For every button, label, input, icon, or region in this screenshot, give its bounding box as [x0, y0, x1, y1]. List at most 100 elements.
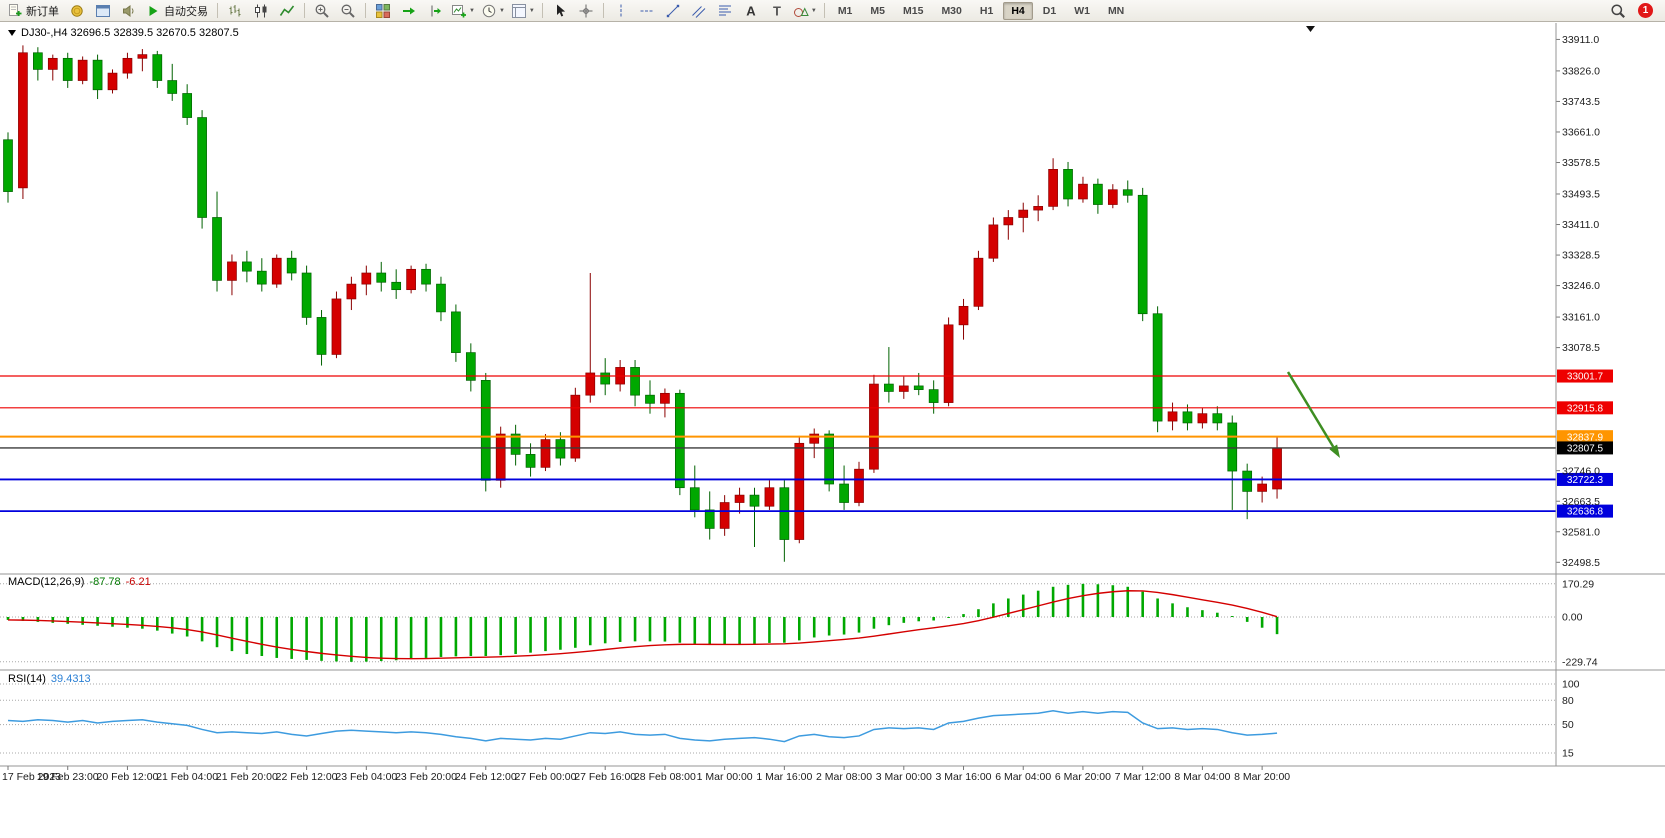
candle-bear	[839, 483, 849, 503]
time-tick-label: 6 Mar 04:00	[995, 771, 1051, 783]
auto-scroll-button[interactable]	[396, 0, 422, 22]
caret-down-icon: ▼	[498, 7, 505, 14]
candle-bull	[361, 272, 372, 285]
candle-bear	[704, 509, 715, 529]
zoom-in-button[interactable]	[309, 0, 335, 22]
candle-bear	[391, 281, 402, 291]
period-button[interactable]: ▼	[478, 0, 508, 22]
candle-bull	[1048, 169, 1058, 207]
candle-bull	[1003, 217, 1014, 226]
trendline-button[interactable]	[660, 0, 686, 22]
symbol-dropdown-icon[interactable]	[8, 30, 16, 36]
price-tick-label: 33246.0	[1562, 280, 1600, 292]
candle-bear	[316, 317, 327, 355]
price-badge-32722.3	[1557, 472, 1613, 486]
price-tick-label: 33826.0	[1562, 66, 1600, 78]
price-tick-label: 33661.0	[1562, 127, 1600, 139]
channel-icon	[692, 5, 706, 18]
price-tick-label: 32581.0	[1562, 526, 1600, 538]
candle-bear	[749, 494, 760, 507]
fibonacci-button[interactable]	[712, 0, 738, 22]
timeframe-m5[interactable]: M5	[870, 4, 885, 17]
price-tick-label: 33328.5	[1562, 250, 1600, 262]
autotrading-button[interactable]: 自动交易	[142, 0, 213, 22]
data-window-button[interactable]	[90, 0, 116, 22]
bar-chart-button[interactable]	[222, 0, 248, 22]
template-icon	[511, 3, 526, 18]
price-badge-text: 33001.7	[1567, 372, 1604, 383]
candle-bull	[406, 268, 416, 291]
candle-bear	[167, 80, 178, 94]
text-label-button[interactable]: T	[764, 0, 790, 22]
new-order-button[interactable]: 新订单	[4, 0, 64, 22]
candlestick-chart-button[interactable]	[248, 0, 274, 22]
timeframe-m30[interactable]: M30	[941, 4, 962, 17]
macd-signal-line	[7, 590, 1278, 660]
time-tick-label: 22 Feb 12:00	[276, 771, 338, 783]
chart-shift-button[interactable]	[422, 0, 448, 22]
toolbar-separator	[217, 3, 218, 18]
timeframe-w1[interactable]: W1	[1074, 4, 1090, 17]
text-button[interactable]: A	[738, 0, 764, 22]
clock-icon	[482, 4, 496, 17]
candle-bear	[510, 433, 521, 455]
timeframe-h4[interactable]: H4	[1003, 1, 1033, 20]
time-tick-label: 23 Feb 04:00	[335, 771, 397, 783]
timeframe-m1[interactable]: M1	[837, 4, 853, 17]
caret-down-icon: ▼	[469, 7, 475, 14]
candle-bear	[92, 59, 103, 91]
timeframe-d1[interactable]: D1	[1042, 4, 1057, 17]
templates-button[interactable]: ▼	[508, 0, 538, 22]
toolbar-separator	[365, 3, 366, 18]
shapes-button[interactable]: ▼	[790, 0, 820, 22]
time-tick-label: 8 Mar 04:00	[1174, 771, 1230, 783]
chart-scroll-marker[interactable]	[1306, 26, 1315, 32]
new-chart-button[interactable]: ▼	[448, 0, 478, 22]
candle-bull	[1107, 189, 1118, 205]
candle-bear	[1063, 169, 1073, 200]
equidistant-channel-button[interactable]	[686, 0, 712, 22]
candle-bear	[779, 487, 790, 540]
sound-alert-button[interactable]	[116, 0, 142, 22]
candle-bull	[227, 261, 237, 281]
cursor-button[interactable]	[547, 0, 573, 22]
price-tick-label: 33911.0	[1562, 34, 1599, 46]
zoom-out-button[interactable]	[335, 0, 361, 22]
speaker-icon	[123, 4, 134, 17]
timeframe-mn[interactable]: MN	[1107, 4, 1125, 17]
market-watch-button[interactable]	[64, 0, 90, 22]
price-tick-label: 33161.0	[1562, 312, 1600, 324]
chart-header: DJ30-,H4 32696.5 32839.5 32670.5 32807.5	[8, 27, 239, 39]
timeframe-m15[interactable]: M15	[903, 4, 924, 17]
sheet-plus-icon	[9, 3, 22, 16]
candle-bear	[242, 261, 252, 272]
caret-down-icon: ▼	[528, 7, 535, 14]
time-tick-label: 3 Mar 16:00	[935, 771, 991, 783]
candle-bear	[913, 385, 924, 390]
candle-bear	[884, 383, 894, 392]
arrow-shaft	[1286, 371, 1335, 448]
time-tick-label: 27 Feb 16:00	[574, 771, 636, 783]
crosshair-button[interactable]	[573, 0, 599, 22]
candle-bear	[1242, 470, 1253, 492]
notification-badge[interactable]: 1	[1638, 3, 1653, 18]
price-badge-text: 32722.3	[1567, 475, 1604, 486]
tile-windows-button[interactable]	[370, 0, 396, 22]
line-chart-button[interactable]	[274, 0, 300, 22]
candle-bull	[734, 494, 745, 503]
price-scale[interactable]: 33911.0 33826.0 33743.5 33661.0 33578.5 33493…	[1556, 34, 1600, 569]
horizontal-line-button[interactable]	[634, 0, 660, 22]
candle-bear	[1227, 422, 1238, 472]
fibo-icon	[718, 5, 731, 15]
candle-bull	[943, 324, 954, 403]
candle-bull	[1078, 183, 1088, 200]
rsi-scale-label: 80	[1562, 695, 1574, 707]
candle-bull	[869, 383, 879, 470]
vertical-line-button[interactable]	[608, 0, 634, 22]
timeframe-h1[interactable]: H1	[979, 4, 994, 17]
arrow-annotation[interactable]	[1286, 371, 1340, 458]
candle-bear	[630, 367, 640, 396]
search-button[interactable]	[1605, 0, 1631, 22]
